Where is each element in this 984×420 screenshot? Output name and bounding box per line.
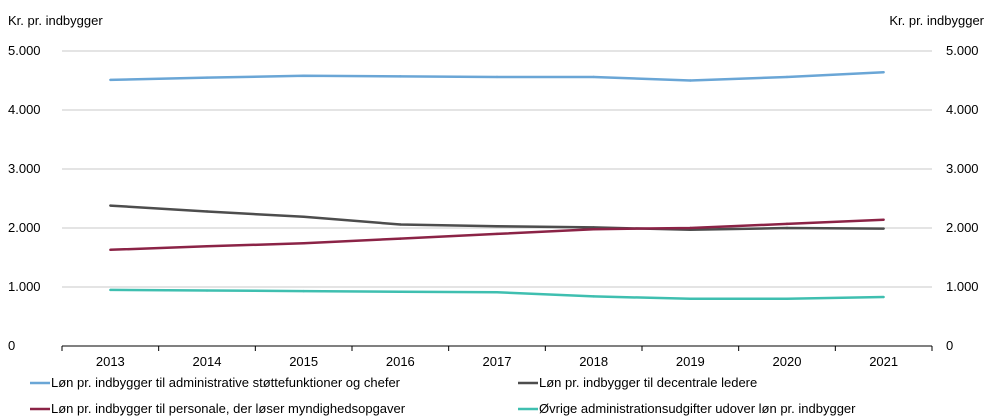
data-point-series-4	[205, 289, 209, 292]
x-axis: 2013 2014 2015 2016 2017 2018 2019 2020 2021	[61, 345, 933, 369]
legend-label: Løn pr. indbygger til personale, der løs…	[51, 401, 406, 416]
y-tick-label-left: 2.000	[8, 220, 41, 235]
data-point-series-4	[882, 295, 885, 299]
y-tick-labels-left: 0 1.000 2.000 3.000 4.000 5.000	[8, 43, 41, 353]
data-point-series-3	[689, 226, 692, 230]
y-axis-label-right: Kr. pr. indbygger	[889, 13, 984, 28]
y-tick-label-left: 0	[8, 338, 15, 353]
data-point-series-3	[592, 227, 595, 231]
x-tick-label: 2013	[96, 354, 125, 369]
data-point-series-3	[205, 245, 209, 248]
data-point-series-3	[882, 218, 885, 221]
data-point-series-3	[109, 248, 112, 252]
data-point-series-1	[109, 78, 112, 82]
y-tick-label-right: 1.000	[946, 279, 979, 294]
y-tick-label-right: 5.000	[946, 43, 979, 58]
data-point-series-4	[109, 288, 112, 292]
data-point-series-3	[302, 242, 305, 245]
data-point-series-1	[689, 79, 692, 82]
data-point-series-1	[302, 74, 305, 77]
y-tick-label-right: 0	[946, 338, 953, 353]
y-tick-label-right: 4.000	[946, 102, 979, 117]
data-point-series-1	[399, 75, 402, 78]
y-tick-label-left: 5.000	[8, 43, 41, 58]
x-tick-label: 2019	[676, 354, 705, 369]
y-axis-label-left: Kr. pr. indbygger	[8, 13, 103, 28]
data-point-series-4	[689, 297, 692, 300]
data-point-series-4	[495, 291, 499, 294]
legend-label: Øvrige administrationsudgifter udover lø…	[539, 401, 856, 416]
data-point-series-3	[495, 232, 499, 236]
legend: Løn pr. indbygger til administrative stø…	[30, 375, 856, 416]
y-tick-label-right: 3.000	[946, 161, 979, 176]
data-point-series-2	[495, 225, 499, 228]
x-tick-label: 2016	[386, 354, 415, 369]
data-point-series-1	[882, 71, 885, 74]
data-point-series-3	[399, 237, 402, 240]
legend-label: Løn pr. indbygger til administrative stø…	[51, 375, 401, 390]
x-tick-label: 2020	[773, 354, 802, 369]
data-point-series-3	[785, 222, 789, 226]
data-point-series-2	[399, 223, 402, 226]
data-point-series-1	[592, 75, 595, 79]
data-point-series-4	[302, 289, 305, 293]
y-tick-label-left: 4.000	[8, 102, 41, 117]
data-point-series-1	[495, 75, 499, 79]
data-point-series-2	[205, 210, 209, 213]
data-point-series-4	[592, 295, 595, 298]
x-tick-label: 2021	[869, 354, 898, 369]
x-tick-label: 2018	[579, 354, 608, 369]
y-tick-label-right: 2.000	[946, 220, 979, 235]
data-point-series-2	[109, 204, 112, 207]
y-tick-labels-right: 0 1.000 2.000 3.000 4.000 5.000	[946, 43, 979, 353]
data-point-series-2	[302, 215, 305, 218]
legend-label: Løn pr. indbygger til decentrale ledere	[539, 375, 757, 390]
data-point-series-4	[785, 297, 789, 300]
data-point-series-1	[785, 75, 789, 79]
data-point-series-2	[785, 226, 789, 230]
gridlines	[62, 50, 932, 288]
data-point-series-4	[399, 290, 402, 293]
x-tick-label: 2015	[289, 354, 318, 369]
data-point-series-2	[882, 227, 885, 230]
data-point-series-1	[205, 76, 209, 79]
y-tick-label-left: 3.000	[8, 161, 41, 176]
series-lines	[109, 70, 885, 301]
y-tick-label-left: 1.000	[8, 279, 41, 294]
x-tick-label: 2014	[193, 354, 222, 369]
x-tick-label: 2017	[483, 354, 512, 369]
